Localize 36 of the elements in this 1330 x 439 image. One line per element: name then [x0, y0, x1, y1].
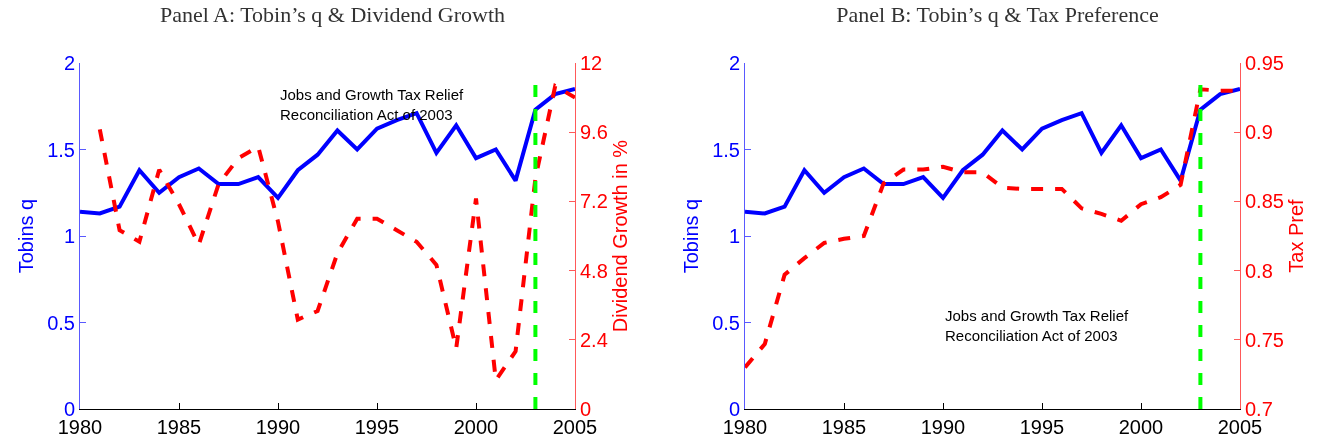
annotation: Jobs and Growth Tax Relief Reconciliation Act of 2003	[945, 307, 1129, 344]
y-tick-label: 0.5	[47, 311, 75, 334]
y-tick-label: 0.5	[712, 311, 740, 334]
y2-tick-label: 0.9	[1245, 121, 1273, 144]
line-series	[80, 86, 575, 216]
y2-tick-label: 0.85	[1245, 190, 1284, 213]
y-tick-label: 1.5	[47, 138, 75, 161]
x-tick-label: 2000	[1118, 416, 1164, 438]
y-axis-title: Tobins q	[679, 198, 702, 274]
y2-tick-label: 0.75	[1245, 328, 1284, 351]
y2-tick-label: 0.8	[1245, 259, 1273, 282]
x-tick-label: 1995	[354, 416, 400, 438]
y-tick-label: 2	[63, 52, 75, 74]
y2-tick-label: 7.2	[580, 190, 608, 213]
y-tick-label: 2	[728, 52, 740, 74]
line-series	[745, 86, 1240, 216]
y-tick-label: 1.5	[712, 138, 740, 161]
y2-tick-label: 0.95	[1245, 52, 1284, 74]
y-tick-label: 1	[728, 225, 740, 247]
x-tick-label: 1990	[255, 416, 301, 438]
x-tick-label: 1985	[821, 416, 867, 438]
y-tick-label: 1	[63, 225, 75, 247]
x-tick-label: 1995	[1019, 416, 1065, 438]
x-tick-label: 2000	[453, 416, 499, 438]
x-tick-label: 1985	[156, 416, 202, 438]
y2-axis-title: Dividend Growth in %	[609, 139, 632, 333]
y2-tick-label: 4.8	[580, 259, 608, 282]
y2-tick-label: 9.6	[580, 121, 608, 144]
x-tick-label: 1990	[920, 416, 966, 438]
y2-tick-label: 12	[580, 52, 603, 74]
annotation: Jobs and Growth Tax Relief Reconciliation Act of 2003	[280, 86, 464, 123]
y-axis-title: Tobins q	[14, 198, 37, 274]
y2-axis-title: Tax Pref	[1285, 198, 1308, 273]
y2-tick-label: 2.4	[580, 328, 608, 351]
chart-title: Panel A: Tobin’s q & Dividend Growth	[159, 1, 506, 27]
chart-title: Panel B: Tobin’s q & Tax Preference	[836, 1, 1159, 27]
